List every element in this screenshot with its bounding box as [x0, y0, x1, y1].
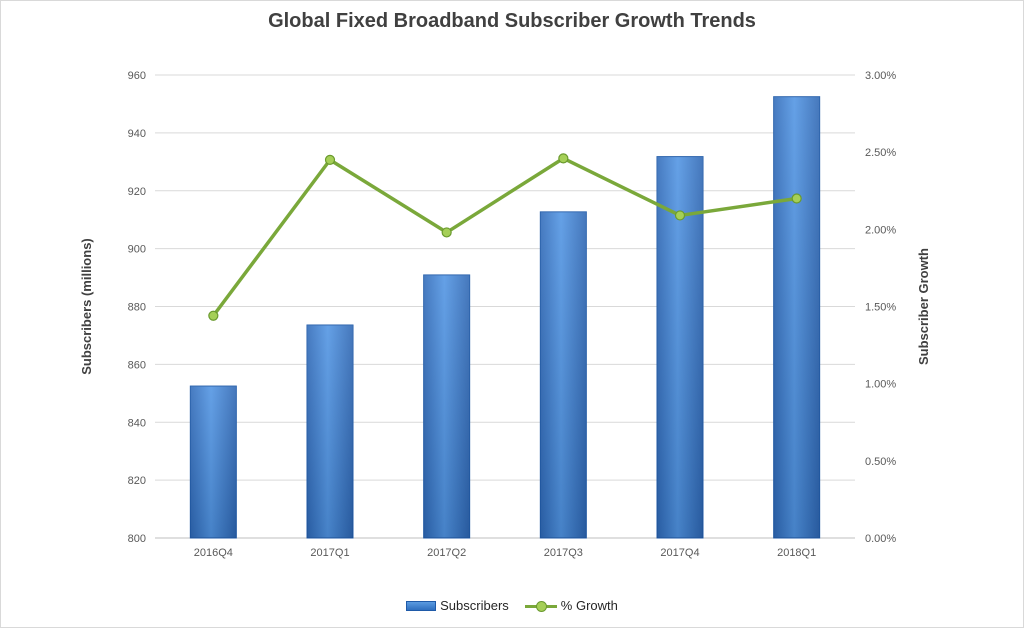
bar-shade — [190, 386, 237, 538]
growth-line-path — [211, 156, 797, 317]
x-tick-label: 2016Q4 — [194, 547, 233, 559]
x-tick-label: 2017Q1 — [310, 547, 349, 559]
bar-shade — [540, 211, 587, 538]
gridlines — [155, 74, 855, 539]
bar-shade — [773, 96, 820, 538]
x-tick-label: 2017Q2 — [427, 547, 466, 559]
legend-item-growth: % Growth — [524, 598, 618, 613]
y-left-tick-label: 840 — [128, 417, 146, 429]
y-left-tick-label: 800 — [128, 533, 146, 545]
y-right-tick-label: 1.50% — [865, 302, 896, 314]
y-right-tick-label: 2.50% — [865, 147, 896, 159]
growth-point — [208, 310, 219, 321]
legend: Subscribers % Growth — [0, 598, 1024, 613]
y-right-tick-label: 0.50% — [865, 456, 896, 468]
chart-title: Global Fixed Broadband Subscriber Growth… — [268, 10, 756, 32]
y-left-tick-label: 880 — [128, 302, 146, 314]
growth-point — [441, 227, 452, 238]
y-left-tick-label: 960 — [128, 70, 146, 82]
growth-point — [324, 154, 336, 165]
growth-line — [208, 153, 802, 321]
x-tick-label: 2017Q3 — [544, 547, 583, 559]
y-left-tick-label: 820 — [128, 475, 146, 487]
growth-point — [558, 153, 569, 164]
y-right-axis-title: Subscriber Growth — [916, 248, 931, 365]
y-left-axis-title: Subscribers (millions) — [79, 238, 94, 375]
y-left-tick-label: 920 — [128, 186, 146, 198]
y-right-tick-label: 1.00% — [865, 379, 896, 391]
bars — [189, 96, 821, 539]
y-right-tick-label: 2.00% — [865, 224, 896, 236]
bar-shade — [307, 325, 353, 538]
axes: 800 820 840 860 880 900 920 940 960 0.00% 0.50% 1.0… — [79, 70, 931, 559]
bar-shade — [423, 274, 470, 538]
x-tick-label: 2017Q4 — [660, 547, 699, 559]
y-left-tick-label: 860 — [128, 359, 146, 371]
y-left-tick-label: 900 — [128, 244, 146, 256]
x-tick-label: 2018Q1 — [777, 547, 816, 559]
legend-item-subscribers: Subscribers — [406, 598, 509, 613]
legend-swatch-line — [524, 600, 557, 612]
legend-swatch-bar — [406, 600, 437, 611]
growth-point — [674, 210, 686, 221]
legend-label-growth: % Growth — [560, 598, 618, 613]
growth-point — [791, 193, 802, 204]
legend-label-subscribers: Subscribers — [440, 598, 509, 613]
y-right-tick-label: 3.00% — [865, 70, 896, 82]
y-left-tick-label: 940 — [128, 128, 146, 140]
y-right-tick-label: 0.00% — [865, 533, 896, 545]
